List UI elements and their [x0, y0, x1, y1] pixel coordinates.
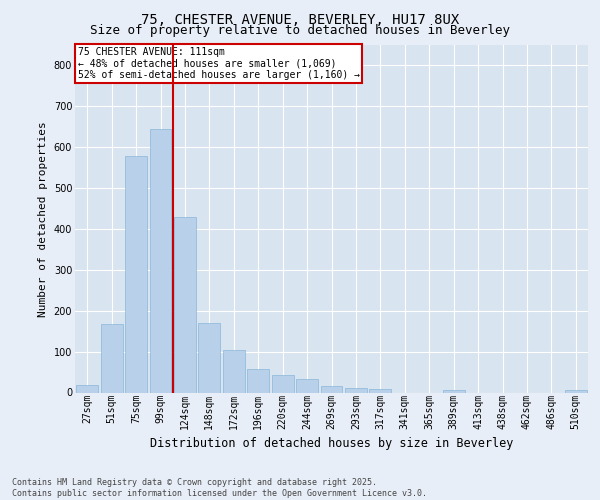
X-axis label: Distribution of detached houses by size in Beverley: Distribution of detached houses by size …: [150, 438, 513, 450]
Text: Contains HM Land Registry data © Crown copyright and database right 2025.
Contai: Contains HM Land Registry data © Crown c…: [12, 478, 427, 498]
Text: Size of property relative to detached houses in Beverley: Size of property relative to detached ho…: [90, 24, 510, 37]
Bar: [247, 369, 269, 392]
Bar: [174, 216, 196, 392]
Bar: [149, 129, 172, 392]
Bar: [125, 156, 147, 392]
Bar: [370, 389, 391, 392]
Bar: [345, 388, 367, 392]
Bar: [272, 376, 293, 392]
Bar: [443, 390, 464, 392]
Text: 75 CHESTER AVENUE: 111sqm
← 48% of detached houses are smaller (1,069)
52% of se: 75 CHESTER AVENUE: 111sqm ← 48% of detac…: [77, 46, 359, 80]
Text: 75, CHESTER AVENUE, BEVERLEY, HU17 8UX: 75, CHESTER AVENUE, BEVERLEY, HU17 8UX: [141, 12, 459, 26]
Bar: [101, 324, 122, 392]
Bar: [565, 390, 587, 392]
Bar: [296, 380, 318, 392]
Bar: [320, 386, 343, 392]
Y-axis label: Number of detached properties: Number of detached properties: [38, 121, 48, 316]
Bar: [76, 385, 98, 392]
Bar: [223, 350, 245, 393]
Bar: [199, 323, 220, 392]
